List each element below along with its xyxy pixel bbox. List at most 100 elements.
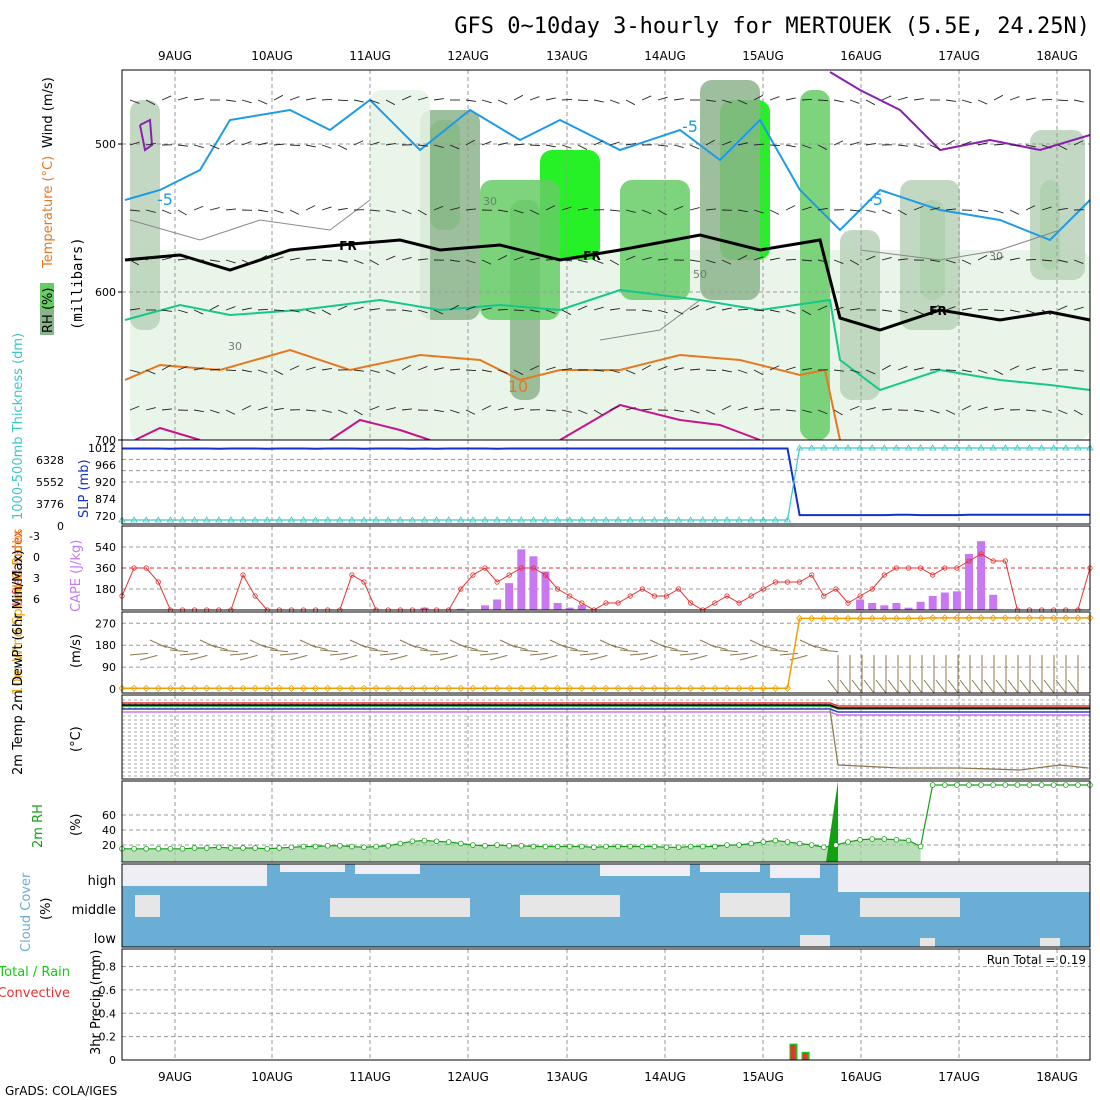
wind-barb — [241, 99, 252, 104]
wind-marker — [166, 684, 174, 692]
wind-barb — [737, 209, 748, 213]
thickness-marker — [977, 444, 985, 451]
wind-marker — [529, 684, 537, 692]
wind-barb — [449, 144, 460, 150]
dewpoint-drop-line — [829, 709, 1089, 771]
wind-barb — [401, 364, 411, 371]
wind-barb — [641, 256, 652, 261]
wind-barb — [577, 409, 588, 415]
wind-barb — [529, 309, 540, 313]
rh-marker — [724, 842, 730, 848]
surface-barb — [619, 649, 638, 653]
rh-marker — [530, 843, 537, 850]
top-date-label: 15AUG — [742, 49, 784, 63]
li-marker — [615, 600, 621, 606]
wind-marker — [1050, 614, 1058, 622]
surface-barb — [529, 652, 548, 656]
thickness-marker — [723, 516, 731, 523]
thickness-marker — [650, 516, 659, 523]
li-marker — [942, 565, 948, 571]
rh-axis-label: RH (%) — [41, 288, 56, 333]
rh-marker — [143, 845, 150, 852]
wind-barb — [913, 205, 924, 211]
top-date-label: 13AUG — [546, 49, 588, 63]
wind-barb — [753, 209, 764, 214]
precip-tick-label: 0.4 — [99, 1007, 117, 1020]
wind-barb — [369, 369, 380, 374]
wind-marker — [977, 614, 985, 622]
wind-barb — [1041, 206, 1052, 211]
wind-barb — [369, 308, 380, 311]
li-tick-label: 6 — [33, 593, 40, 606]
chart-title: GFS 0~10day 3-hourly for MERTOUEK (5.5E,… — [454, 14, 1090, 39]
wind-barb — [705, 409, 716, 415]
wind-barb — [1009, 257, 1020, 261]
wind-marker — [965, 614, 973, 622]
precip-legend-total: Total / Rain — [0, 965, 70, 980]
wind-barb — [1073, 409, 1083, 416]
li-marker — [603, 600, 609, 606]
wind-marker — [1074, 614, 1082, 622]
rh-marker — [300, 843, 307, 850]
wind-barb — [289, 365, 300, 371]
wind-barb — [737, 99, 748, 105]
wind-barb — [769, 257, 780, 261]
thickness-marker — [674, 516, 683, 523]
bottom-date-label: 9AUG — [158, 1070, 192, 1084]
li-marker — [349, 572, 355, 578]
cloud-frame — [121, 863, 1091, 948]
wind-barb — [865, 209, 876, 213]
thickness-marker — [408, 516, 417, 523]
wind-barb — [305, 309, 316, 314]
rh-marker — [349, 843, 355, 850]
wind-marker — [299, 684, 308, 692]
wind-marker — [517, 684, 525, 692]
wind-barb — [513, 309, 525, 312]
wind-barb — [609, 209, 620, 212]
wind-barb — [209, 304, 220, 311]
wind-barb — [913, 309, 924, 315]
rh-marker — [336, 842, 343, 849]
cloud-level-label: low — [94, 932, 117, 947]
wind-barb — [593, 369, 604, 372]
wind-barb — [161, 209, 172, 215]
rh-marker — [712, 843, 718, 850]
rh-marker — [627, 843, 633, 850]
surface-barb — [983, 679, 995, 694]
surface-barb — [329, 652, 348, 656]
thickness-marker — [1062, 444, 1070, 451]
wind-barb — [993, 407, 1004, 411]
li-marker — [1002, 558, 1008, 564]
cloud-high-patch — [355, 864, 420, 874]
thickness-marker — [178, 516, 187, 523]
rh2m-axis-label: 2m RH — [31, 804, 46, 848]
thickness-marker — [1049, 444, 1058, 451]
wind-barb — [193, 409, 204, 413]
surface-barb — [899, 679, 911, 694]
wind-barb — [625, 99, 636, 106]
wind-barb — [1073, 99, 1084, 103]
wind-barb — [609, 369, 620, 374]
wind-barb — [257, 255, 268, 261]
cloud-low-patch — [920, 938, 935, 947]
surface-barb — [935, 679, 947, 694]
wind-barb — [513, 209, 524, 214]
cape-bar — [940, 592, 949, 610]
surface-barb — [139, 654, 158, 661]
wind-marker — [662, 684, 671, 692]
rh-frame — [121, 780, 1091, 863]
cape-bar — [493, 599, 502, 610]
temp-frame — [121, 694, 1091, 780]
rh-marker — [578, 843, 585, 850]
cape-bar — [481, 605, 489, 610]
wind-barb — [1025, 366, 1036, 371]
isotherm-8 — [829, 71, 1091, 152]
wind-barb — [177, 365, 188, 371]
wind-barb — [737, 308, 749, 311]
wind-barb — [673, 409, 684, 413]
rh-area — [122, 839, 921, 862]
wind-barb — [385, 209, 396, 213]
wind-barb — [353, 99, 364, 103]
rh-marker — [264, 845, 271, 852]
surface-barb — [309, 644, 328, 651]
